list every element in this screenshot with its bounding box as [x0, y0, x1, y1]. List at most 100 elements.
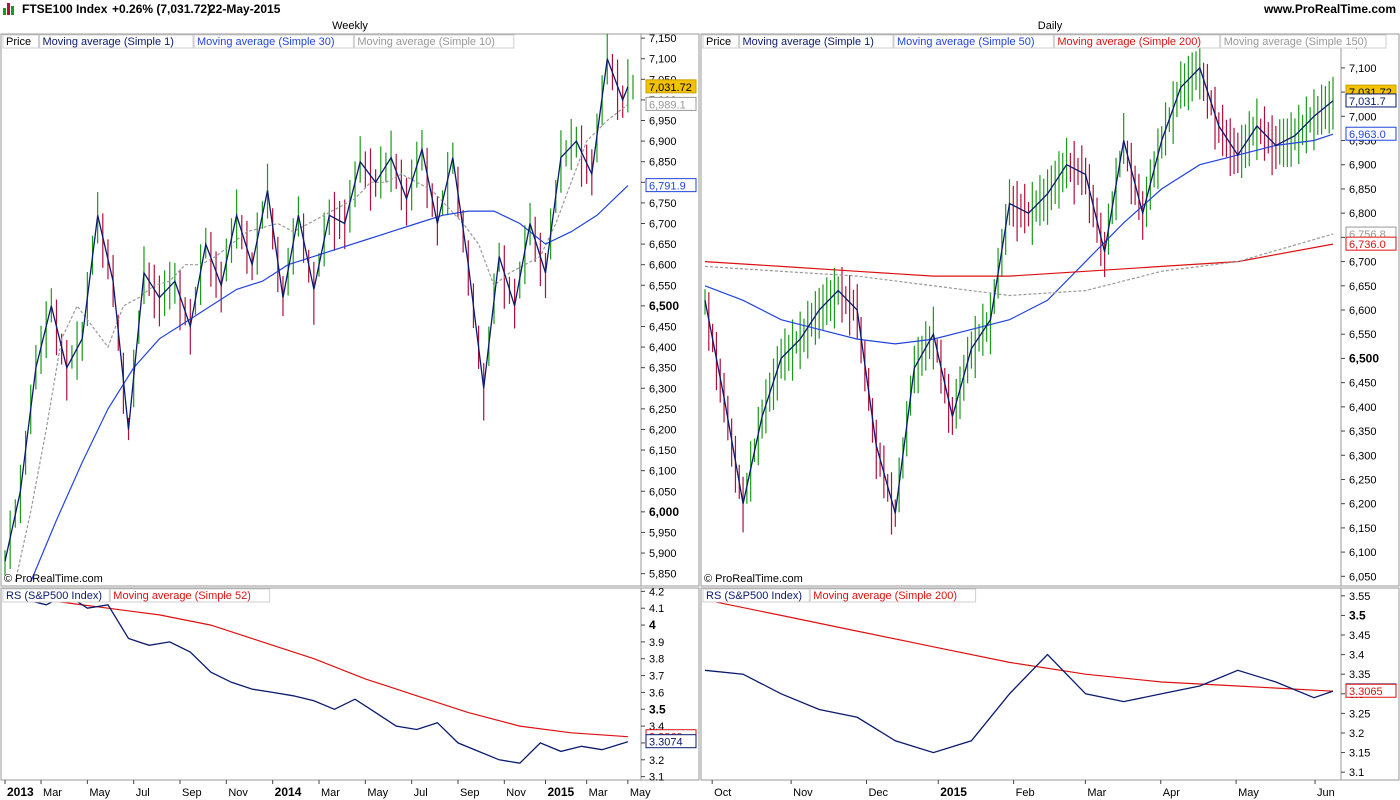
y-tick-label: 3.25 [1349, 708, 1370, 720]
legend-box [739, 34, 894, 49]
y-tick-label: 6,200 [649, 424, 677, 436]
ma30-badge: 6,791.9 [649, 181, 686, 193]
y-tick-label: 6,350 [649, 363, 677, 375]
y-tick-label: 6,700 [1349, 257, 1377, 269]
legend-entry: RS (S&P500 Index) [706, 590, 802, 602]
series-line-moving-average-simple-150- [704, 233, 1334, 297]
y-tick-label: 4 [649, 618, 656, 632]
ma1-badge-box [1345, 93, 1397, 108]
legend-box [109, 588, 271, 603]
legend-box [809, 588, 977, 603]
x-tick-label: Nov [506, 787, 526, 799]
legend-entry: Moving average (Simple 30) [197, 36, 335, 48]
y-tick-label: 3.55 [1349, 591, 1370, 603]
x-tick-label: Nov [228, 787, 248, 799]
plot-frame [700, 587, 1342, 781]
plot-frame [0, 33, 642, 587]
price-change: +0.26% (7,031.72) [112, 2, 212, 16]
x-tick-label: Nov [793, 787, 813, 799]
series-line-moving-average-simple-50- [704, 133, 1334, 345]
y-tick-label: 6,100 [649, 466, 677, 478]
y-tick-label: 6,050 [649, 486, 677, 498]
x-tick-label: Mar [43, 787, 62, 799]
y-tick-label: 6,250 [1349, 474, 1377, 486]
rs-badge: 3.3074 [649, 737, 683, 749]
ma200-badge-box [1345, 236, 1397, 251]
last-price-badge: 7,031.72 [649, 82, 692, 94]
y-tick-label: 3.7 [649, 671, 664, 683]
y-tick-label: 4.1 [649, 603, 664, 615]
x-tick-label: Mar [1087, 787, 1106, 799]
ma10-badge: 6,989.1 [649, 99, 686, 111]
y-tick-label: 3.45 [1349, 630, 1370, 642]
x-tick-label: Apr [1163, 787, 1180, 799]
copyright-text: © ProRealTime.com [4, 573, 103, 585]
ma200-badge: 3.3065 [1349, 686, 1383, 698]
y-tick-label: 6,650 [1349, 281, 1377, 293]
series-line-moving-average-simple-30- [30, 185, 629, 583]
legend-entry: Moving average (Simple 10) [357, 36, 495, 48]
legend-entry: Moving average (Simple 200) [1057, 36, 1201, 48]
y-tick-label: 6,900 [1349, 160, 1377, 172]
series-line-moving-average-simple-1- [4, 58, 629, 562]
header-bar: FTSE100 Index +0.26% (7,031.72) 22-May-2… [0, 0, 1400, 18]
legend-box [702, 588, 810, 603]
daily-title: Daily [1037, 20, 1063, 32]
series-line-rs-s-p500-index- [704, 653, 1334, 754]
y-tick-label: 6,500 [649, 299, 679, 313]
y-tick-label: 6,650 [649, 239, 677, 251]
x-tick-label: Sep [182, 787, 202, 799]
y-tick-label: 3.1 [649, 772, 664, 784]
legend-box [1053, 34, 1221, 49]
y-tick-label: 6,850 [649, 157, 677, 169]
legend-box [2, 34, 39, 49]
y-tick-label: 6,200 [1349, 499, 1377, 511]
y-tick-label: 6,450 [1349, 378, 1377, 390]
y-tick-label: 3.5 [1349, 608, 1366, 622]
last-price-badge-box [645, 79, 697, 94]
y-tick-label: 6,500 [1349, 351, 1379, 365]
prorealtime-logo-icon [3, 3, 15, 15]
y-tick-label: 6,150 [1349, 523, 1377, 535]
y-tick-label: 6,350 [1349, 426, 1377, 438]
copyright-text: © ProRealTime.com [704, 573, 803, 585]
y-tick-label: 6,150 [649, 445, 677, 457]
legend-box [193, 34, 354, 49]
y-tick-label: 3.15 [1349, 748, 1370, 760]
legend-box [2, 588, 110, 603]
y-tick-label: 6,300 [649, 383, 677, 395]
x-tick-label: Jun [1317, 787, 1335, 799]
legend-box [39, 34, 194, 49]
y-tick-label: 6,550 [1349, 329, 1377, 341]
y-tick-label: 4.2 [649, 586, 664, 598]
y-tick-label: 6,950 [649, 116, 677, 128]
y-tick-label: 6,100 [1349, 547, 1377, 559]
y-tick-label: 6,700 [649, 218, 677, 230]
y-tick-label: 6,600 [649, 260, 677, 272]
x-tick-label: 2014 [275, 785, 302, 799]
y-axis-frame [640, 587, 700, 781]
legend-entry: Moving average (Simple 1) [743, 36, 874, 48]
y-tick-label: 3.6 [649, 687, 664, 699]
y-tick-label: 5,850 [649, 569, 677, 581]
legend-entry: RS (S&P500 Index) [6, 590, 102, 602]
y-tick-label: 6,750 [649, 198, 677, 210]
weekly-title: Weekly [332, 20, 368, 32]
y-tick-label: 7,100 [649, 54, 677, 66]
site-url[interactable]: www.ProRealTime.com [1263, 2, 1396, 16]
plot-frame [700, 33, 1342, 587]
y-tick-label: 3.5 [649, 702, 666, 716]
y-tick-label: 6,400 [1349, 402, 1377, 414]
x-tick-label: Feb [1016, 787, 1035, 799]
legend-entry: Price [6, 36, 31, 48]
y-tick-label: 6,250 [649, 404, 677, 416]
x-tick-label: Jul [136, 787, 150, 799]
legend-entry: Moving average (Simple 50) [897, 36, 1035, 48]
y-tick-label: 3.2 [1349, 728, 1364, 740]
x-tick-label: Mar [321, 787, 340, 799]
y-tick-label: 6,800 [1349, 208, 1377, 220]
x-tick-label: Mar [589, 787, 608, 799]
legend-box [702, 34, 739, 49]
instrument-name: FTSE100 Index [22, 2, 108, 16]
